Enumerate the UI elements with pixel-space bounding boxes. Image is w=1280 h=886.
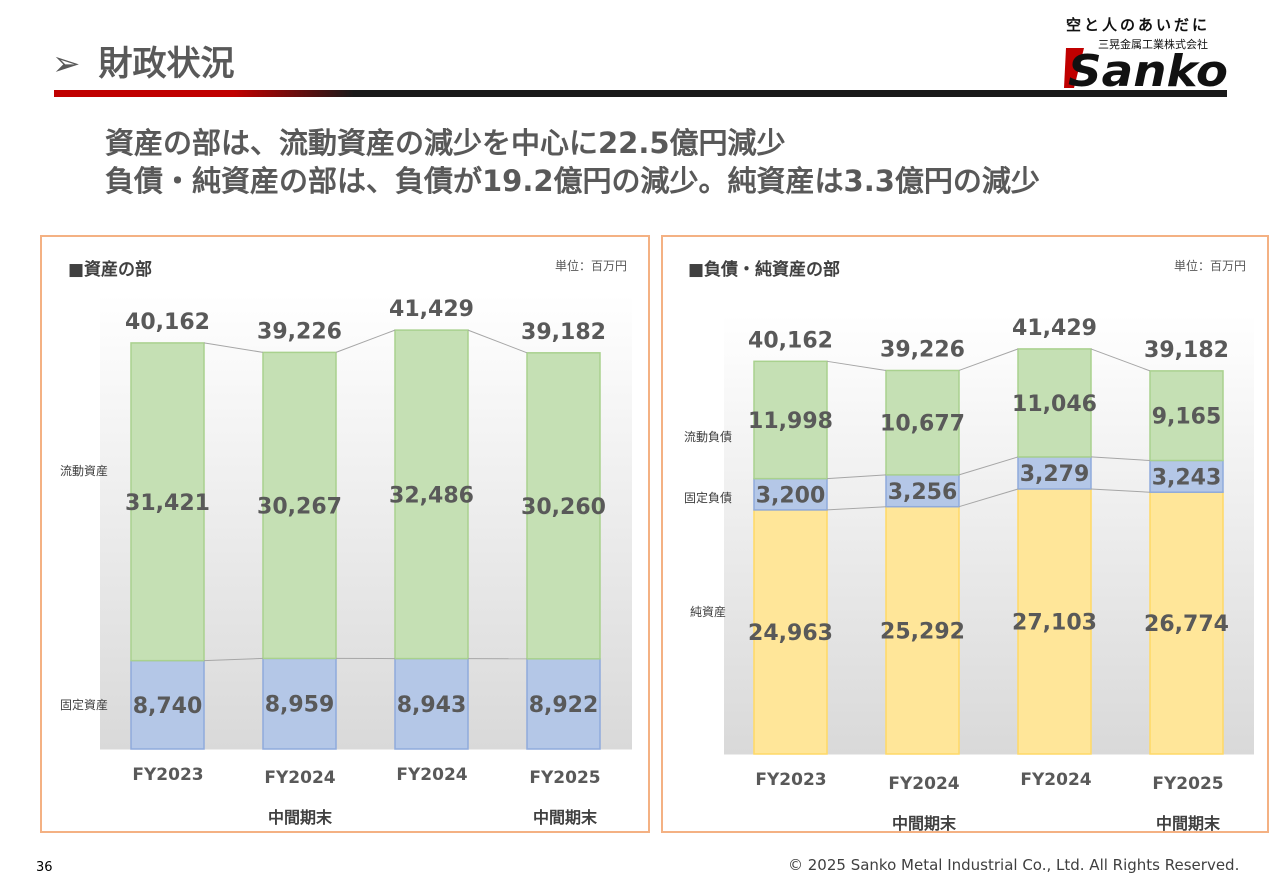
net-assets-value-label: 25,292	[880, 619, 965, 644]
current-assets-value-label: 31,421	[125, 491, 210, 516]
total-value-label: 40,162	[125, 310, 210, 335]
net-assets-value-label: 26,774	[1144, 612, 1229, 637]
fixed-liabilities-bar	[885, 474, 960, 508]
liabilities-category-sublabel: 中間期末	[891, 814, 956, 833]
fixed-liabilities-bar	[1149, 459, 1224, 493]
total-value-label: 39,226	[257, 319, 342, 344]
current-liabilities-value-label: 11,046	[1012, 392, 1097, 417]
page-title: ➢ 財政状況	[52, 36, 235, 85]
copyright: © 2025 Sanko Metal Industrial Co., Ltd. …	[788, 856, 1240, 874]
assets-category-label: FY2024	[396, 765, 468, 785]
current-assets-value-label: 30,267	[257, 494, 342, 519]
fixed-assets-bar	[262, 657, 337, 750]
fixed-liabilities-bar	[753, 477, 828, 511]
total-value-label: 41,429	[389, 297, 474, 322]
connector-line	[203, 657, 264, 662]
connector-line	[1090, 488, 1151, 493]
fixed-assets-value-label: 8,922	[529, 693, 599, 718]
logo-red-mark	[1064, 48, 1084, 88]
sanko-logo: Sanko	[1064, 46, 1228, 92]
current-assets-bar	[130, 342, 205, 662]
assets-category-label: FY2024	[264, 768, 336, 788]
current-liabilities-bar	[1149, 370, 1224, 462]
connector-line	[958, 348, 1019, 371]
net-assets-bar	[885, 505, 960, 755]
assets-panel	[40, 235, 650, 833]
liabilities-chart: 24,963 3,200 11,998 40,162 25,292 3,256 10,677…	[724, 314, 1254, 755]
liabilities-chart-title: ■負債・純資産の部	[688, 260, 841, 280]
title-underline	[54, 90, 1227, 97]
current-liabilities-value-label: 10,677	[880, 412, 965, 437]
liabilities-unit: 単位：百万円	[1174, 259, 1247, 273]
arrow-icon: ➢	[52, 44, 81, 84]
title-underline-accent	[54, 90, 354, 97]
connector-line	[1090, 348, 1151, 372]
fixed-liabilities-value-label: 3,243	[1152, 465, 1222, 490]
fixed-assets-value-label: 8,959	[265, 693, 335, 718]
liabilities-category-sublabel: 中間期末	[1155, 814, 1220, 833]
assets-category-sublabel: 中間期末	[532, 808, 597, 827]
label-net-assets: 純資産	[689, 605, 726, 619]
connector-line	[958, 488, 1019, 508]
logo-wordmark: Sanko	[1068, 46, 1228, 92]
assets-chart: 8,740 31,421 40,162 8,959 30,267 39,226 8,943 3…	[100, 294, 632, 750]
total-value-label: 41,429	[1012, 316, 1097, 341]
assets-chart-title: ■資産の部	[68, 260, 153, 280]
net-assets-bar	[1017, 488, 1092, 755]
fixed-liabilities-bar	[1017, 456, 1092, 490]
total-value-label: 39,182	[1144, 338, 1229, 363]
connector-line	[335, 329, 396, 353]
fixed-assets-value-label: 8,740	[133, 694, 203, 719]
liabilities-panel	[661, 235, 1269, 833]
current-liabilities-bar	[753, 360, 828, 480]
net-assets-value-label: 24,963	[748, 621, 833, 646]
current-liabilities-value-label: 11,998	[748, 409, 833, 434]
net-assets-value-label: 27,103	[1012, 610, 1097, 635]
liabilities-category-label: FY2024	[1020, 770, 1092, 790]
total-value-label: 39,226	[880, 337, 965, 362]
total-value-label: 39,182	[521, 320, 606, 345]
liabilities-category-label: FY2025	[1152, 774, 1224, 794]
page-number: 36	[36, 860, 53, 875]
current-assets-value-label: 30,260	[521, 495, 606, 520]
fixed-liabilities-value-label: 3,200	[756, 483, 826, 508]
headline-assets: 資産の部は、流動資産の減少を中心に22.5億円減少	[105, 126, 786, 160]
current-liabilities-bar	[885, 369, 960, 476]
page-title-text: 財政状況	[98, 44, 235, 84]
current-assets-value-label: 32,486	[389, 483, 474, 508]
fixed-assets-bar	[394, 657, 469, 750]
logo-tagline: 空と人のあいだに	[1066, 16, 1211, 34]
assets-category-label: FY2023	[132, 765, 204, 785]
current-assets-bar	[526, 352, 601, 660]
current-liabilities-bar	[1017, 348, 1092, 458]
logo-company-name: 三晃金属工業株式会社	[1098, 38, 1208, 51]
assets-unit: 単位：百万円	[555, 259, 628, 273]
assets-category-label: FY2025	[529, 768, 601, 788]
headline-liabilities: 負債・純資産の部は、負債が19.2億円の減少。純資産は3.3億円の減少	[105, 164, 1040, 198]
total-value-label: 40,162	[748, 328, 833, 353]
liabilities-category-label: FY2024	[888, 774, 960, 794]
assets-category-sublabel: 中間期末	[267, 808, 332, 827]
fixed-assets-bar	[526, 658, 601, 750]
label-current-liabilities: 流動負債	[683, 430, 732, 444]
liabilities-category-label: FY2023	[755, 770, 827, 790]
net-assets-bar	[753, 509, 828, 755]
connector-line	[826, 474, 887, 480]
connector-line	[826, 506, 887, 511]
label-fixed-liabilities: 固定負債	[683, 491, 732, 505]
fixed-liabilities-value-label: 3,279	[1020, 462, 1090, 487]
connector-line	[826, 360, 887, 371]
label-current-assets: 流動資産	[59, 464, 108, 478]
fixed-liabilities-value-label: 3,256	[888, 480, 958, 505]
connector-line	[203, 342, 264, 353]
current-liabilities-value-label: 9,165	[1152, 405, 1222, 430]
connector-line	[958, 456, 1019, 476]
fixed-assets-value-label: 8,943	[397, 693, 467, 718]
connector-line	[467, 329, 528, 354]
label-fixed-assets: 固定資産	[59, 698, 108, 712]
connector-line	[1090, 456, 1151, 461]
net-assets-bar	[1149, 491, 1224, 755]
current-assets-bar	[262, 351, 337, 660]
current-assets-bar	[394, 329, 469, 660]
